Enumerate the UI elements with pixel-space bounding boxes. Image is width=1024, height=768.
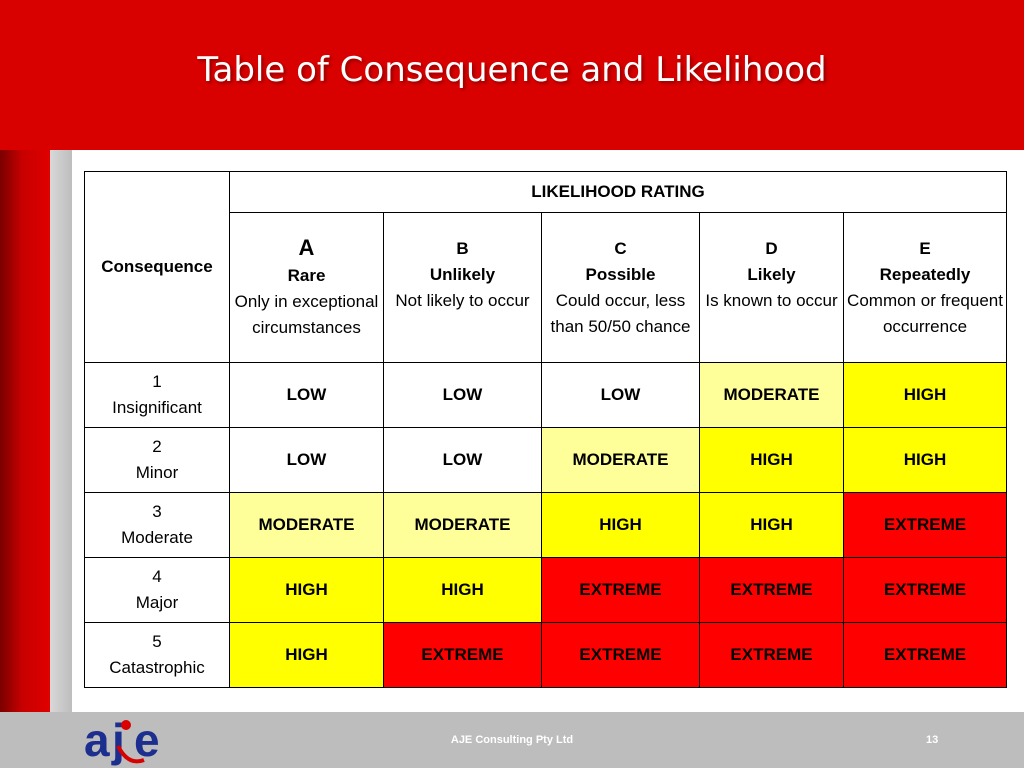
table-row: 4 Major HIGH HIGH EXTREME EXTREME EXTREME — [84, 557, 1007, 623]
likelihood-col-e: E Repeatedly Common or frequent occurren… — [843, 212, 1007, 363]
consequence-number: 5 — [152, 632, 162, 651]
left-accent-bar — [0, 150, 50, 712]
risk-rows: 1 Insignificant LOW LOW LOW MODERATE HIGH 2 Mino… — [84, 362, 1007, 688]
consequence-level: 5 Catastrophic — [84, 622, 230, 688]
consequence-name: Catastrophic — [109, 658, 205, 677]
likelihood-rating-header: LIKELIHOOD RATING — [229, 171, 1007, 213]
col-name: Possible — [585, 264, 656, 284]
consequence-number: 3 — [152, 502, 162, 521]
consequence-number: 1 — [152, 372, 162, 391]
risk-rating-cell: EXTREME — [699, 622, 844, 688]
footer-bar — [0, 712, 1024, 768]
col-desc: Only in exceptional circumstances — [234, 291, 379, 337]
risk-rating-cell: MODERATE — [699, 362, 844, 428]
consequence-level: 3 Moderate — [84, 492, 230, 558]
risk-rating-cell: HIGH — [699, 427, 844, 493]
left-accent-edge — [50, 150, 72, 712]
risk-rating-cell: LOW — [229, 362, 384, 428]
table-row: 2 Minor LOW LOW MODERATE HIGH HIGH — [84, 427, 1007, 493]
risk-rating-cell: MODERATE — [383, 492, 542, 558]
risk-rating-cell: HIGH — [699, 492, 844, 558]
table-row: 1 Insignificant LOW LOW LOW MODERATE HIGH — [84, 362, 1007, 428]
col-letter: D — [765, 238, 778, 258]
svg-text:e: e — [134, 716, 160, 766]
table-row: 5 Catastrophic HIGH EXTREME EXTREME EXTREME EX… — [84, 622, 1007, 688]
consequence-header: Consequence — [84, 171, 230, 363]
risk-rating-cell: EXTREME — [843, 557, 1007, 623]
col-desc: Not likely to occur — [395, 290, 530, 310]
col-letter: A — [298, 234, 315, 260]
slide-title: Table of Consequence and Likelihood — [197, 50, 827, 90]
risk-rating-cell: LOW — [383, 362, 542, 428]
risk-rating-cell: HIGH — [843, 427, 1007, 493]
aje-logo: a j e — [84, 716, 160, 766]
col-name: Likely — [747, 264, 796, 284]
col-name: Repeatedly — [879, 264, 971, 284]
consequence-level: 1 Insignificant — [84, 362, 230, 428]
risk-rating-cell: LOW — [229, 427, 384, 493]
likelihood-columns-row: A Rare Only in exceptional circumstances… — [85, 212, 1007, 363]
likelihood-col-a: A Rare Only in exceptional circumstances — [229, 212, 384, 363]
likelihood-col-c: C Possible Could occur, less than 50/50 … — [541, 212, 700, 363]
title-bar — [0, 0, 1024, 150]
page-number: 13 — [926, 734, 939, 746]
risk-rating-cell: MODERATE — [229, 492, 384, 558]
likelihood-col-d: D Likely Is known to occur — [699, 212, 844, 363]
risk-rating-cell: HIGH — [229, 622, 384, 688]
col-letter: B — [456, 238, 469, 258]
consequence-number: 4 — [152, 567, 162, 586]
col-letter: E — [919, 238, 931, 258]
consequence-name: Insignificant — [112, 398, 202, 417]
likelihood-col-b: B Unlikely Not likely to occur — [383, 212, 542, 363]
col-desc: Common or frequent occurrence — [847, 290, 1003, 336]
consequence-level: 4 Major — [84, 557, 230, 623]
risk-rating-cell: LOW — [541, 362, 700, 428]
consequence-number: 2 — [152, 437, 162, 456]
consequence-name: Moderate — [121, 528, 193, 547]
risk-rating-cell: EXTREME — [843, 492, 1007, 558]
col-name: Unlikely — [429, 264, 496, 284]
footer-company: AJE Consulting Pty Ltd — [450, 734, 574, 746]
risk-rating-cell: EXTREME — [843, 622, 1007, 688]
risk-rating-cell: HIGH — [229, 557, 384, 623]
risk-rating-cell: HIGH — [541, 492, 700, 558]
col-name: Rare — [287, 265, 326, 285]
risk-rating-cell: HIGH — [843, 362, 1007, 428]
risk-rating-cell: MODERATE — [541, 427, 700, 493]
col-desc: Is known to occur — [705, 290, 838, 310]
col-desc: Could occur, less than 50/50 chance — [550, 290, 691, 336]
risk-rating-cell: LOW — [383, 427, 542, 493]
risk-rating-cell: EXTREME — [699, 557, 844, 623]
consequence-level: 2 Minor — [84, 427, 230, 493]
risk-rating-cell: EXTREME — [541, 622, 700, 688]
consequence-name: Minor — [135, 463, 179, 482]
risk-rating-cell: HIGH — [383, 557, 542, 623]
risk-rating-cell: EXTREME — [383, 622, 542, 688]
table-row: 3 Moderate MODERATE MODERATE HIGH HIGH EXTREME — [84, 492, 1007, 558]
risk-matrix-table: Consequence LIKELIHOOD RATING A Rare Onl… — [84, 171, 1007, 688]
col-letter: C — [614, 238, 627, 258]
risk-rating-cell: EXTREME — [541, 557, 700, 623]
consequence-name: Major — [135, 593, 179, 612]
